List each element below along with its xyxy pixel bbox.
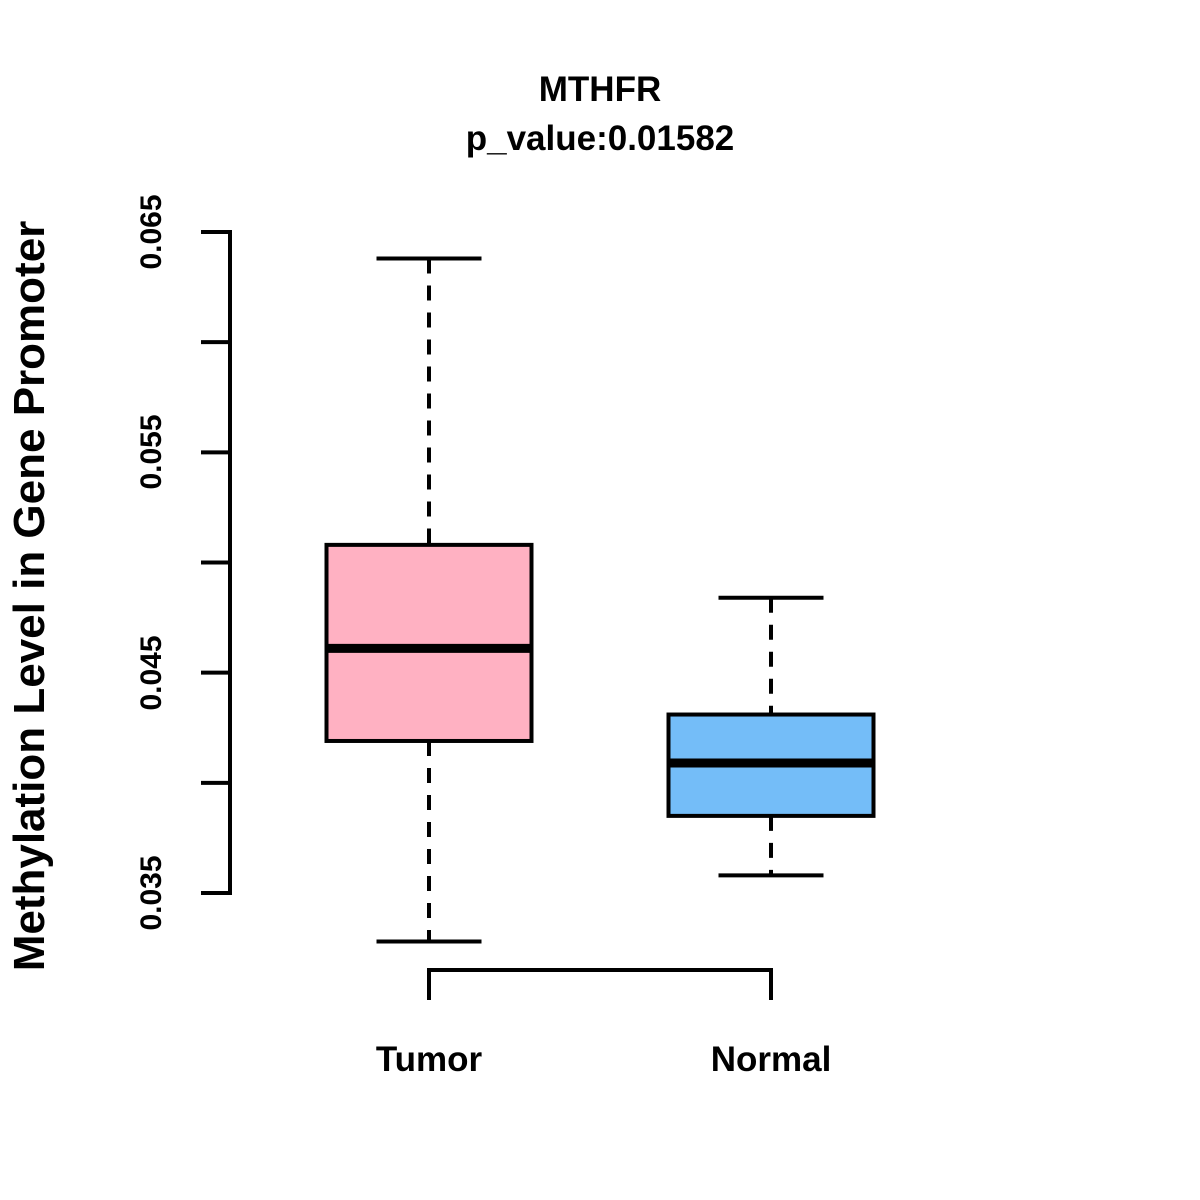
chart-title: MTHFR: [538, 70, 662, 109]
iqr-box-tumor: [324, 542, 534, 743]
x-group-label-normal: Normal: [710, 1040, 832, 1079]
y-tick-label-0045: 0.045: [135, 635, 168, 711]
y-tick-label-0035: 0.035: [135, 855, 168, 931]
x-axis-bracket: [427, 968, 773, 1000]
y-tick-label-0055: 0.055: [135, 414, 168, 490]
x-group-label-tumor: Tumor: [375, 1040, 483, 1079]
y-axis-title: Methylation Level in Gene Promoter: [5, 220, 54, 972]
y-tick-label-0065: 0.065: [135, 194, 168, 270]
chart-subtitle-pvalue: p_value:0.01582: [465, 119, 735, 158]
